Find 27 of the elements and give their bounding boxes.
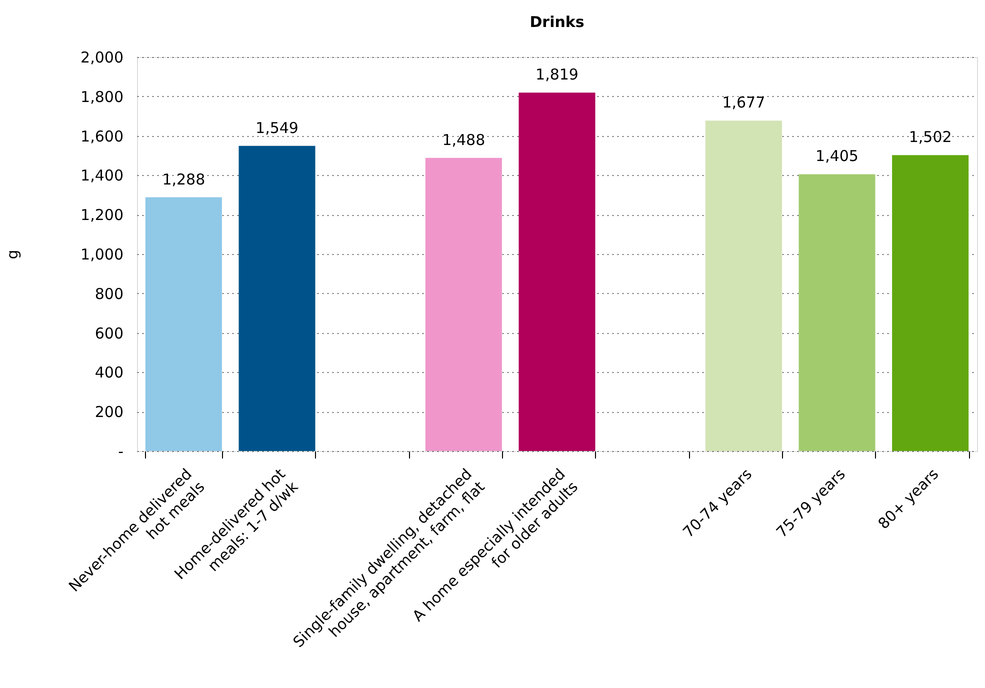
y-tick-label: 1,800 [80,88,124,106]
bar [798,174,876,451]
y-axis-title: g [4,250,22,260]
y-tick-label: 1,000 [80,246,124,264]
data-label: 1,677 [722,94,766,112]
y-tick-label: 800 [94,284,124,303]
bar [425,158,502,451]
bar [705,120,782,451]
data-label: 1,549 [256,118,298,137]
data-label: 1,288 [162,170,206,188]
bar [892,155,969,451]
bar [145,197,222,451]
bar [238,146,316,451]
data-label: 1,488 [442,130,486,149]
y-tick-label: 600 [94,324,124,342]
data-label: 1,502 [908,128,952,146]
y-tick-label: 1,400 [80,166,124,185]
y-tick-label: 1,600 [80,127,124,146]
y-tick-label: 400 [94,364,124,382]
y-tick-label: 2,000 [80,48,124,66]
y-tick-label: 200 [94,403,124,422]
data-label: 1,819 [536,66,578,84]
chart-title: Drinks [530,13,584,31]
y-tick-label: 1,200 [80,206,124,224]
data-label: 1,405 [816,147,858,166]
y-tick-label: - [118,442,124,460]
bar [518,92,596,451]
